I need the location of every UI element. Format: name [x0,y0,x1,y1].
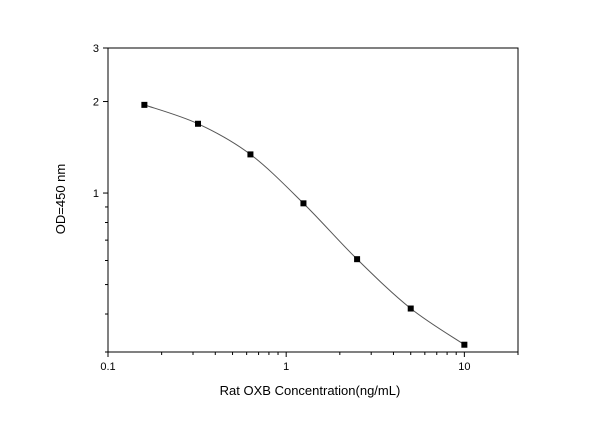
y-tick-label: 1 [93,188,99,200]
y-axis-label: OD=450 nm [53,164,68,234]
x-tick-label: 1 [283,361,289,373]
y-tick-label: 3 [93,43,99,55]
x-tick-label: 0.1 [100,361,115,373]
y-axis: 1 2 3 [93,43,108,353]
series-line [144,104,465,346]
data-point [407,305,414,312]
plot-frame [107,47,519,353]
x-tick-label: 10 [458,361,470,373]
data-point [141,101,148,108]
data-point [354,256,361,263]
data-point [461,341,468,348]
data-point [195,120,202,127]
data-point [247,151,254,158]
data-point [300,200,307,207]
series [141,101,468,348]
x-axis-label: Rat OXB Concentration(ng/mL) [220,383,401,398]
plot-border [107,47,519,353]
y-tick-label: 2 [93,97,99,109]
x-axis: 0.1 1 10 [100,352,519,373]
